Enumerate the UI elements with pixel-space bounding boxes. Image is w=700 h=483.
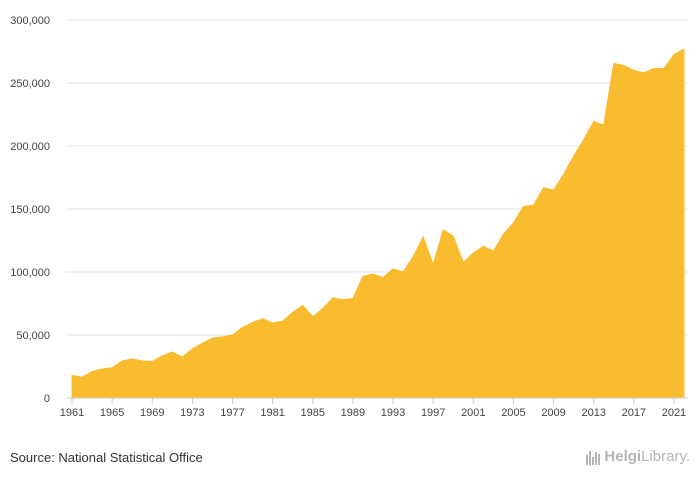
x-tick-label: 2017 [622,407,646,419]
y-tick-label: 100,000 [10,267,50,279]
brand-name-strong: Helgi [604,448,642,465]
x-tick-label: 2009 [541,407,565,419]
axes: 0 50,000 100,000 150,000 200,000 250,000 300,0… [10,15,688,419]
chart-footer: Source: National Statistical Office Helg… [0,440,700,483]
series-area-layer [71,48,685,399]
y-tick-label: 250,000 [10,78,50,90]
x-tick-label: 1985 [301,407,325,419]
x-tick-label: 2005 [501,407,525,419]
y-tick-label: 200,000 [10,141,50,153]
library-columns-icon [586,449,601,465]
x-tick-label: 1965 [100,407,124,419]
brand-logo[interactable]: HelgiLibrary. [586,448,690,465]
x-tick-label: 1977 [220,407,244,419]
y-tick-label: 150,000 [10,204,50,216]
x-tick-label: 1981 [260,407,284,419]
source-note: Source: National Statistical Office [10,450,203,465]
x-tick-label: 1989 [341,407,365,419]
area-chart: 0 50,000 100,000 150,000 200,000 250,000 300,0… [10,15,688,419]
x-tick-label: 2001 [461,407,485,419]
x-tick-label: 1969 [140,407,164,419]
chart-area: 0 50,000 100,000 150,000 200,000 250,000 300,0… [10,15,688,419]
x-tick-label: 2013 [581,407,605,419]
x-tick-label: 1997 [421,407,445,419]
y-tick-label: 0 [44,393,50,405]
x-tick-label: 2021 [662,407,686,419]
x-tick-label: 1973 [180,407,204,419]
y-tick-label: 300,000 [10,15,50,27]
series-area [71,48,685,399]
x-tick-label: 1961 [60,407,84,419]
brand-name-rest: Library. [641,448,690,465]
y-tick-label: 50,000 [16,330,50,342]
x-tick-label: 1993 [381,407,405,419]
